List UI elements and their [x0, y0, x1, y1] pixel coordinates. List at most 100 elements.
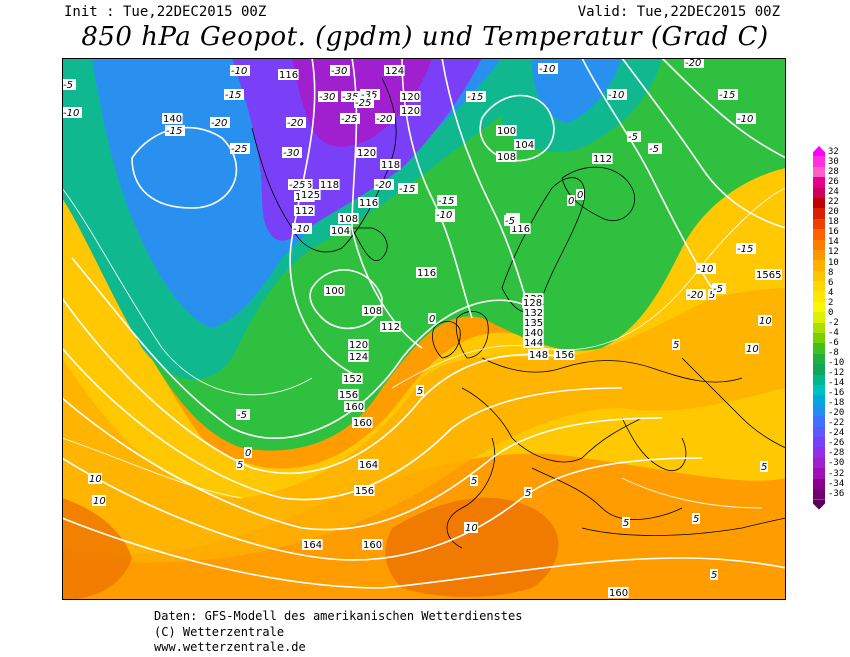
svg-text:108: 108 [363, 306, 382, 317]
geopotential-label: 125 [300, 189, 321, 201]
svg-text:112: 112 [381, 322, 400, 333]
temperature-label: -5 [62, 79, 76, 91]
geopotential-label: 148 [528, 349, 549, 361]
geopotential-label: 156 [338, 389, 359, 401]
temperature-label: -25 [354, 97, 374, 109]
temperature-label: -15 [466, 91, 486, 103]
geopotential-isolines [62, 58, 786, 589]
legend-label: 4 [828, 287, 834, 298]
svg-text:148: 148 [529, 350, 548, 361]
geopotential-label: 140 [523, 327, 544, 339]
geopotential-label: 116 [416, 267, 437, 279]
legend-swatch [813, 249, 825, 261]
legend-swatch [813, 447, 825, 458]
svg-text:125: 125 [301, 190, 320, 201]
svg-text:144: 144 [524, 338, 543, 349]
footer-line-3: www.wetterzentrale.de [154, 640, 306, 654]
temperature-label: 5 [692, 513, 700, 525]
geopotential-label: 118 [380, 159, 401, 171]
svg-text:-25: -25 [355, 98, 371, 109]
svg-text:-20: -20 [685, 58, 701, 69]
legend-swatch [813, 468, 825, 479]
svg-text:5: 5 [709, 290, 715, 301]
legend-label: 20 [828, 207, 839, 218]
temperature-label: -15 [224, 89, 244, 101]
legend-swatch [813, 436, 825, 448]
svg-text:-25: -25 [289, 180, 305, 191]
svg-text:-10: -10 [63, 108, 79, 119]
legend-label: 10 [828, 257, 839, 268]
svg-text:116: 116 [511, 224, 530, 235]
temperature-label: -20 [210, 117, 230, 129]
legend-swatch [813, 239, 825, 250]
svg-text:118: 118 [320, 180, 339, 191]
geopotential-label: 140 [162, 113, 183, 125]
svg-text:124: 124 [349, 352, 368, 363]
weather-map: 1161241201201001041081121401161121181251… [62, 58, 786, 600]
svg-text:-20: -20 [287, 118, 303, 129]
legend-swatch [813, 364, 825, 375]
legend-swatch [813, 208, 825, 219]
legend-label: -26 [828, 438, 845, 449]
svg-text:-20: -20 [687, 290, 703, 301]
temperature-label: -15 [398, 183, 418, 195]
legend-swatch [813, 426, 825, 437]
temperature-label: -20 [286, 117, 306, 129]
map-title: 850 hPa Geopot. (gpdm) und Temperatur (G… [81, 22, 769, 52]
legend-swatch [813, 197, 825, 209]
temperature-label: 10 [745, 343, 759, 355]
legend-label: 18 [828, 217, 839, 228]
temperature-label: 5 [416, 385, 424, 397]
temperature-label: -10 [607, 89, 627, 101]
legend-swatch [813, 488, 825, 500]
footer-line-1: Daten: GFS-Modell des amerikanischen Wet… [154, 609, 523, 623]
legend-label: 0 [828, 307, 834, 318]
temperature-label: -10 [230, 65, 250, 77]
temperature-color-scale [813, 146, 825, 510]
svg-text:-10: -10 [608, 90, 624, 101]
legend-swatch [813, 384, 825, 396]
legend-label: 26 [828, 177, 839, 188]
svg-text:5: 5 [417, 386, 423, 397]
legend-label: 16 [828, 227, 839, 238]
legend-swatch [813, 343, 825, 354]
svg-text:-35: -35 [342, 92, 358, 103]
geopotential-label: 100 [324, 285, 345, 297]
temperature-label: -30 [318, 91, 338, 103]
temperature-label: -10 [62, 107, 82, 119]
temperature-label: 10 [88, 473, 102, 485]
geopotential-label: 120 [356, 147, 377, 159]
svg-text:164: 164 [359, 460, 378, 471]
map-border [62, 58, 786, 600]
legend-label: 22 [828, 197, 839, 208]
temperature-label: -20 [686, 289, 706, 301]
svg-text:0: 0 [577, 190, 583, 201]
svg-text:-15: -15 [399, 184, 415, 195]
temperature-label: -25 [230, 143, 250, 155]
svg-text:124: 124 [385, 66, 404, 77]
svg-text:-5: -5 [628, 132, 638, 143]
svg-text:-15: -15 [737, 244, 753, 255]
geopotential-label: 112 [294, 205, 315, 217]
legend-label: 30 [828, 157, 839, 168]
legend-swatch [813, 260, 825, 271]
temperature-label: -5 [627, 131, 641, 143]
svg-text:-20: -20 [211, 118, 227, 129]
temperature-label: 0 [428, 313, 436, 325]
temperature-scale-labels: 32 30 28 26 24 22 20 18 16 14 12 10 8 6 4 2 0 -2 -4 -6 -8 -10… [828, 147, 844, 499]
svg-text:156: 156 [339, 390, 358, 401]
geopotential-label: 120 [400, 91, 421, 103]
svg-text:-25: -25 [341, 114, 357, 125]
temperature-label: -10 [538, 63, 558, 75]
svg-text:116: 116 [417, 268, 436, 279]
svg-text:-5: -5 [649, 144, 659, 155]
temperature-label: -5 [236, 409, 250, 421]
temperature-label: -15 [718, 89, 738, 101]
svg-text:152: 152 [343, 374, 362, 385]
temperature-label: 5 [470, 475, 478, 487]
legend-label: -8 [828, 347, 839, 358]
legend-label: -28 [828, 448, 845, 459]
svg-text:-35: -35 [361, 90, 377, 101]
geopotential-label: 116 [510, 223, 531, 235]
legend-label: 24 [828, 187, 839, 198]
